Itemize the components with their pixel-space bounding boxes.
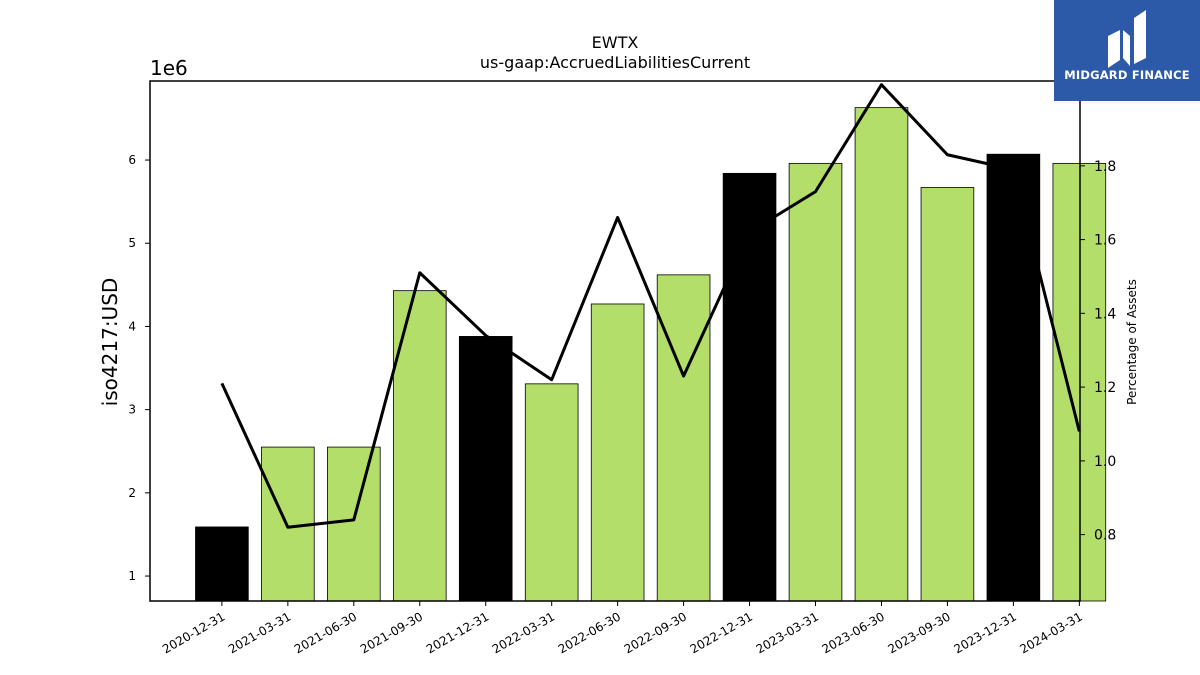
y-tick-label: 2 xyxy=(128,486,136,500)
x-tick-label: 2022-09-30 xyxy=(622,609,689,656)
x-tick-label: 2022-06-30 xyxy=(556,609,623,656)
bar xyxy=(854,107,909,602)
plot-frame xyxy=(149,80,1081,602)
x-tick-label: 2022-12-31 xyxy=(688,609,755,656)
x-tick-label: 2022-03-31 xyxy=(490,609,557,656)
x-tick-label: 2023-12-31 xyxy=(951,609,1018,656)
bar xyxy=(920,187,975,602)
x-tick-label: 2024-03-31 xyxy=(1017,609,1084,656)
y2-tick-label: 1.8 xyxy=(1094,159,1116,175)
x-tick-label: 2021-09-30 xyxy=(358,609,425,656)
bar xyxy=(327,446,381,602)
y-tick-label: 4 xyxy=(128,319,136,333)
percentage-line xyxy=(220,83,1081,529)
bar xyxy=(195,526,249,602)
logo-text: MIDGARD FINANCE xyxy=(1064,68,1190,82)
logo-mark-icon xyxy=(1108,10,1146,68)
y2-tick-label: 1.2 xyxy=(1094,380,1116,396)
x-tick-label: 2023-03-31 xyxy=(754,609,821,656)
bar xyxy=(524,383,579,602)
y2-axis-label: Percentage of Assets xyxy=(1125,279,1139,405)
x-tick-label: 2023-06-30 xyxy=(820,609,887,656)
bar xyxy=(458,336,513,602)
x-tick-label: 2021-12-31 xyxy=(424,609,491,656)
y-tick-label: 6 xyxy=(128,153,136,167)
x-tick-label: 2020-12-31 xyxy=(160,609,227,656)
bar xyxy=(788,162,843,602)
bar xyxy=(656,274,711,602)
y2-tick-label: 0.8 xyxy=(1094,528,1116,544)
chart-subtitle: us-gaap:AccruedLiabilitiesCurrent xyxy=(480,53,750,72)
midgard-finance-logo: MIDGARD FINANCE xyxy=(1054,0,1200,101)
y-scale-label: 1e6 xyxy=(150,56,188,80)
y-tick-label: 1 xyxy=(128,569,136,583)
y-tick-label: 3 xyxy=(128,403,136,417)
x-tick-label: 2023-09-30 xyxy=(886,609,953,656)
chart-title: EWTX xyxy=(592,33,639,52)
y-axis-label: iso4217:USD xyxy=(98,278,122,407)
y2-tick-label: 1.6 xyxy=(1094,233,1116,249)
bar xyxy=(986,153,1041,602)
y2-tick-label: 1.0 xyxy=(1094,454,1116,470)
x-tick-label: 2021-03-31 xyxy=(226,609,293,656)
bar xyxy=(590,303,645,602)
y-tick-label: 5 xyxy=(128,236,136,250)
bar xyxy=(722,172,777,602)
x-tick-label: 2021-06-30 xyxy=(292,609,359,656)
y2-tick-label: 1.4 xyxy=(1094,306,1116,322)
